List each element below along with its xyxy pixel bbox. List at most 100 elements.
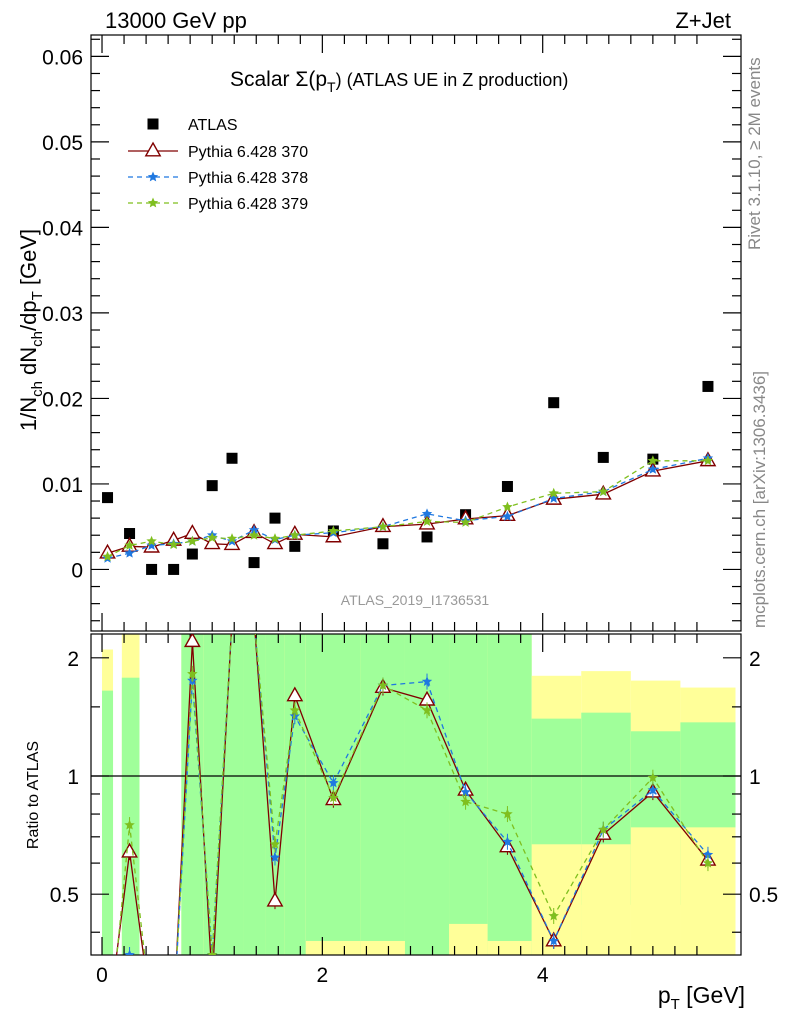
data-point (502, 510, 513, 521)
data-point (421, 508, 433, 519)
legend-entry-mc3: Pythia 6.428 379 (128, 196, 308, 213)
ratio-band-inner (487, 634, 532, 955)
ratio-point (100, 1019, 114, 1024)
series-main-atlas (102, 380, 714, 575)
data-point (146, 540, 157, 550)
data-point (269, 533, 281, 544)
legend-entry-mc1: Pythia 6.428 370 (128, 141, 308, 161)
svg-text:pT [GeV]: pT [GeV] (658, 982, 745, 1013)
ratio-band-gap (487, 940, 532, 955)
ratio-point (647, 772, 659, 783)
ratio-point (460, 786, 471, 797)
legend-label: ATLAS (188, 117, 238, 134)
ratio-point (548, 935, 559, 946)
ratio-band-inner (203, 634, 221, 955)
side-label-rivet: Rivet 3.1.10, ≥ 2M events (745, 57, 764, 250)
ratio-y-tick-label: 1 (67, 766, 79, 789)
series-main-mc3 (102, 455, 714, 562)
data-point (377, 521, 389, 532)
data-point (598, 486, 609, 497)
data-point (266, 534, 284, 550)
ratio-point (702, 849, 714, 860)
series-ratio-mc3 (116, 614, 714, 955)
ratio-point (227, 614, 237, 624)
x-tick-label: 4 (537, 964, 549, 987)
header-right: Z+Jet (675, 8, 731, 33)
ratio-band-inner (221, 634, 244, 955)
data-point (226, 533, 238, 544)
svg-text:mcplots.cern.ch [arXiv:1306.34: mcplots.cern.ch [arXiv:1306.3436] (750, 371, 769, 628)
ratio-band-gap (680, 827, 736, 955)
data-point (226, 452, 238, 464)
ratio-point (269, 852, 281, 862)
ratio-point (502, 808, 513, 819)
ratio-band-gap (449, 923, 488, 955)
legend-marker (147, 118, 159, 130)
x-axis-label: pT [GeV] (658, 982, 745, 1013)
series-line (107, 460, 708, 558)
series-main-mc2 (102, 452, 714, 563)
legend-label: Pythia 6.428 378 (188, 170, 308, 187)
data-point (207, 532, 218, 543)
data-point (548, 487, 559, 498)
ratio-y-tick-label-right: 2 (749, 648, 761, 671)
y-tick-label: 0.03 (42, 303, 83, 326)
ratio-point (286, 686, 304, 702)
ratio-point (647, 784, 659, 795)
ratio-band-gap (630, 827, 681, 955)
ratio-band-inner (265, 634, 285, 955)
y-tick-label: 0 (71, 559, 83, 582)
ratio-point (421, 676, 433, 686)
data-point (647, 455, 659, 466)
ratio-band-gap (305, 940, 361, 955)
ratio-y-tick-label-right: 0.5 (749, 884, 778, 907)
data-point (248, 557, 260, 569)
legend-marker (147, 197, 159, 208)
ratio-point (124, 819, 135, 830)
legend-entry-mc2: Pythia 6.428 378 (128, 170, 308, 187)
data-point (548, 397, 560, 409)
watermark: ATLAS_2019_I1736531 (341, 592, 490, 608)
ratio-point (227, 614, 237, 624)
ratio-band-inner (121, 677, 140, 955)
ratio-band-gap (360, 940, 405, 955)
data-point (248, 524, 260, 535)
ratio-point (124, 949, 135, 955)
ratio-point (266, 891, 284, 907)
data-point (548, 493, 559, 503)
svg-text:1/Nch dNch/dpT [GeV]: 1/Nch dNch/dpT [GeV] (16, 229, 46, 431)
data-point (203, 534, 221, 550)
data-point (168, 563, 180, 575)
ratio-point (328, 792, 339, 803)
ratio-y-tick-label: 2 (67, 648, 79, 671)
data-point (501, 480, 513, 492)
legend-marker (144, 141, 162, 157)
ratio-y-tick-label: 0.5 (50, 884, 79, 907)
data-point (248, 529, 260, 540)
data-point (647, 463, 659, 474)
chart-title: Scalar Σ(pT) (ATLAS UE in Z production) (230, 68, 568, 95)
ratio-point (269, 838, 281, 849)
svg-text:Rivet 3.1.10, ≥ 2M events: Rivet 3.1.10, ≥ 2M events (745, 57, 764, 250)
y-tick-label: 0.05 (42, 132, 83, 155)
data-point (702, 455, 714, 466)
data-point (124, 540, 135, 550)
ratio-point (207, 949, 218, 955)
ratio-point (249, 614, 259, 624)
ratio-point (598, 824, 609, 835)
data-point (377, 538, 389, 550)
side-label-mcplots: mcplots.cern.ch [arXiv:1306.3436] (750, 371, 769, 628)
ratio-y-axis-label: Ratio to ATLAS (25, 741, 42, 849)
data-point (702, 380, 714, 392)
ratio-point (421, 704, 433, 715)
ratio-band-inner (102, 690, 114, 955)
ratio-point (249, 614, 259, 624)
data-point (421, 516, 433, 526)
data-point (289, 529, 300, 540)
ratio-y-tick-label-right: 1 (749, 766, 761, 789)
data-point (102, 551, 113, 562)
series-line (107, 457, 709, 559)
ratio-point (548, 910, 559, 921)
ratio-point (460, 796, 471, 807)
data-point (187, 535, 198, 546)
